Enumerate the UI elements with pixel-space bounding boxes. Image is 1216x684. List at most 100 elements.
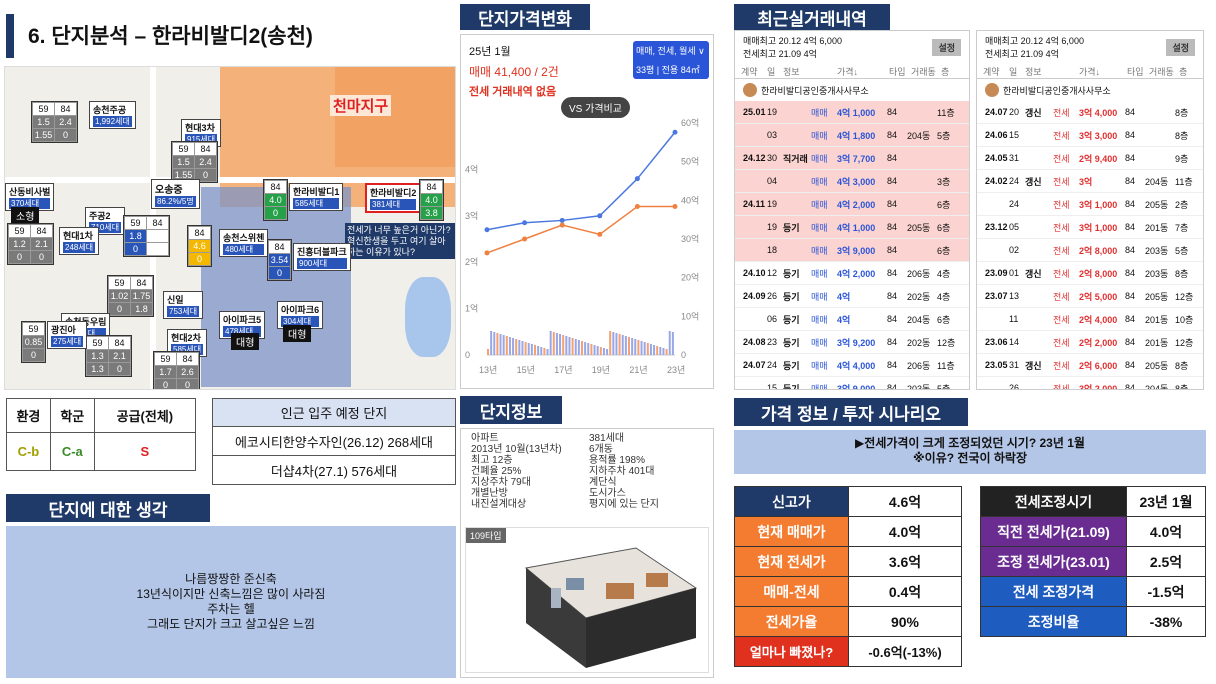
rating-header: 환경 <box>6 398 51 433</box>
deal-row[interactable]: 02 전세 2억 8,000 84 203동 5층 <box>977 239 1203 262</box>
thoughts-header: 단지에 대한 생각 <box>6 494 210 522</box>
deal-row[interactable]: 11 전세 2억 4,000 84 201동 10층 <box>977 308 1203 331</box>
volume-bar <box>628 337 630 355</box>
deal-row[interactable]: 15 등기 매매 3억 9,000 84 203동 5층 <box>735 377 969 389</box>
map-box-hyundai3[interactable]: 59 84 1.5 2.4 1.55 0 <box>171 141 218 183</box>
deal-row[interactable]: 23.06 14 전세 2억 2,000 84 201동 12층 <box>977 331 1203 354</box>
deal-row[interactable]: 24.10 12 등기 매매 4억 2,000 84 206동 4층 <box>735 262 969 285</box>
deal-dong: 204동 <box>1145 176 1169 187</box>
deal-row[interactable]: 23.12 05 전세 3억 1,000 84 201동 7층 <box>977 216 1203 239</box>
deal-row[interactable]: 03 매매 4억 1,800 84 204동 5층 <box>735 124 969 147</box>
volume-bar <box>599 347 602 355</box>
deal-row[interactable]: 19 등기 매매 4억 1,000 84 205동 6층 <box>735 216 969 239</box>
volume-bar <box>502 335 505 355</box>
deal-row[interactable]: 23.07 13 전세 2억 5,000 84 205동 12층 <box>977 285 1203 308</box>
deal-filter-dropdown[interactable]: 매매, 전세, 월세 ∨ 33평 | 전용 84㎡ <box>633 41 709 79</box>
volume-bar <box>596 346 599 355</box>
deal-row[interactable]: 06 등기 매매 4억 84 204동 6층 <box>735 308 969 331</box>
upcoming-table: 인근 입주 예정 단지 에코시티한양수자인(26.12) 268세대 더샵4차(… <box>212 398 456 485</box>
deal-row[interactable]: 23.09 01 갱신 전세 2억 8,000 84 203동 8층 <box>977 262 1203 285</box>
col-header: 층 <box>1179 67 1188 77</box>
volume-bar <box>621 335 624 355</box>
deal-row[interactable]: 24.05 31 전세 2억 9,400 84 9층 <box>977 147 1203 170</box>
deal-floor: 8층 <box>1175 383 1189 390</box>
volume-bar <box>518 340 521 355</box>
deal-row[interactable]: 24.08 23 등기 매매 3억 9,200 84 202동 12층 <box>735 331 969 354</box>
deal-type: 전세 <box>1053 222 1070 233</box>
map-box-woorim[interactable]: 59 84 1.3 2.1 1.3 0 <box>85 335 132 377</box>
cell: 84 <box>146 216 169 230</box>
volume-bar <box>549 331 552 355</box>
chart-rent-summary: 전세 거래내역 없음 <box>469 86 557 98</box>
map-box-jugong2[interactable]: 59 84 1.8 0 <box>123 215 170 257</box>
map-box-sinil[interactable]: 59 84 1.02 1.75 0 1.8 <box>107 275 154 317</box>
deal-info: 직거래 <box>783 153 808 164</box>
volume-bar <box>649 344 652 355</box>
map-box-jinheung[interactable]: 84 3.54 0 <box>267 239 292 281</box>
deals-panel-rent[interactable]: 매매최고 20.12 4억 6,000 전세최고 21.09 4억 설정 계약 … <box>976 30 1204 390</box>
deals-panel-sale[interactable]: 매매최고 20.12 4억 6,000 전세최고 21.09 4억 설정 계약 … <box>734 30 970 390</box>
map-panel[interactable]: 천마지구 59 84 1.5 2.4 1.55 0 송천주공 1,992세대 현대3차 9… <box>4 66 456 390</box>
deal-row[interactable]: 24.02 24 갱신 전세 3억 84 204동 11층 <box>977 170 1203 193</box>
map-tag-ipark6[interactable]: 아이파크6 304세대 <box>277 301 324 329</box>
deal-row[interactable]: 24 전세 3억 1,000 84 205동 2층 <box>977 193 1203 216</box>
deal-size: 84 <box>887 291 898 301</box>
deal-row[interactable]: 26 전세 3억 2,000 84 204동 8층 <box>977 377 1203 390</box>
deal-floor: 2층 <box>1175 199 1189 210</box>
y-tick-label-left: 0 <box>465 350 470 360</box>
deal-row[interactable]: 25.01 19 매매 4억 1,000 84 11층 <box>735 101 969 124</box>
deal-row[interactable]: 18 매매 3억 9,000 84 6층 <box>735 239 969 262</box>
deal-size: 84 <box>887 337 898 347</box>
deal-row[interactable]: 24.09 26 등기 매매 4억 84 202동 4층 <box>735 285 969 308</box>
map-tag-switchen[interactable]: 송천스위첸 480세대 <box>219 229 269 257</box>
map-tag-songcheon-jugong[interactable]: 송천주공 1,992세대 <box>89 101 136 129</box>
deal-row[interactable]: 24.11 19 매매 4억 2,000 84 6층 <box>735 193 969 216</box>
cell: 84 <box>54 102 77 116</box>
map-tag-school: 오송중 86.2%/5명 <box>151 179 200 209</box>
map-tag-halla2[interactable]: 한라비발디2 381세대 <box>365 183 422 213</box>
map-box-gwangjin[interactable]: 59 0.85 0 <box>21 321 46 363</box>
compare-button[interactable]: VS 가격비교 <box>561 97 630 118</box>
deal-row[interactable]: 24.07 20 갱신 전세 3억 4,000 84 8층 <box>977 101 1203 124</box>
map-box-halla2[interactable]: 84 4.0 3.8 <box>419 179 444 221</box>
volume-bar <box>631 338 634 355</box>
deals-summary-line: 매매최고 20.12 4억 6,000 <box>985 36 1084 46</box>
deal-floor: 8층 <box>1175 268 1189 279</box>
map-box-songcheon-jugong[interactable]: 59 84 1.5 2.4 1.55 0 <box>31 101 78 143</box>
thought-line: 그래도 단지가 크고 살고싶은 느낌 <box>147 617 315 631</box>
map-tag-hyundai1[interactable]: 현대1차 248세대 <box>59 227 100 255</box>
deal-day: 24 <box>1009 199 1020 209</box>
x-tick-label: 23년 <box>667 365 685 375</box>
map-tag-jinheung[interactable]: 진흥더블파크 900세대 <box>293 243 351 271</box>
map-box-halla1[interactable]: 84 4.0 0 <box>263 179 288 221</box>
volume-bar <box>530 344 533 355</box>
cell: 84 <box>108 336 131 350</box>
map-tag-gwangjin[interactable]: 광진아 275세대 <box>47 321 88 349</box>
deal-row[interactable]: 23.05 31 갱신 전세 2억 6,000 84 205동 8층 <box>977 354 1203 377</box>
map-tag-sinil[interactable]: 신일 753세대 <box>163 291 204 319</box>
y-tick-label-right: 20억 <box>681 272 699 283</box>
col-header: 타입 <box>889 67 906 77</box>
thought-line: 주차는 헬 <box>207 602 255 616</box>
deal-price: 2억 2,000 <box>1079 337 1118 348</box>
map-box-switchen[interactable]: 84 4.6 0 <box>187 225 212 267</box>
deal-dong: 205동 <box>1145 360 1169 371</box>
deal-month: 24.02 <box>985 176 1008 186</box>
map-tag-halla1[interactable]: 한라비발디1 585세대 <box>289 183 344 211</box>
deal-row[interactable]: 24.07 24 등기 매매 4억 4,000 84 206동 11층 <box>735 354 969 377</box>
deal-row[interactable]: 24.06 15 전세 3억 3,000 84 8층 <box>977 124 1203 147</box>
settings-button[interactable]: 설정 <box>1166 39 1195 56</box>
cell: 84 <box>420 180 443 194</box>
volume-bar <box>615 333 618 355</box>
settings-button[interactable]: 설정 <box>932 39 961 56</box>
map-tag-sandong[interactable]: 산동비사벌 370세대 <box>5 183 55 211</box>
scenario-question-box: ▶전세가격이 크게 조정되었던 시기? 23년 1월 ※이유? 전국이 하락장 <box>734 430 1206 474</box>
deal-row[interactable]: 04 매매 4억 3,000 84 3층 <box>735 170 969 193</box>
scenario-value: 3.6억 <box>848 546 962 577</box>
volume-bar <box>653 345 656 355</box>
info-item: 지상주차 79대 <box>471 477 531 488</box>
deal-row[interactable]: 24.12 30 직거래 매매 3억 7,700 84 <box>735 147 969 170</box>
deal-dong: 201동 <box>1145 314 1169 325</box>
